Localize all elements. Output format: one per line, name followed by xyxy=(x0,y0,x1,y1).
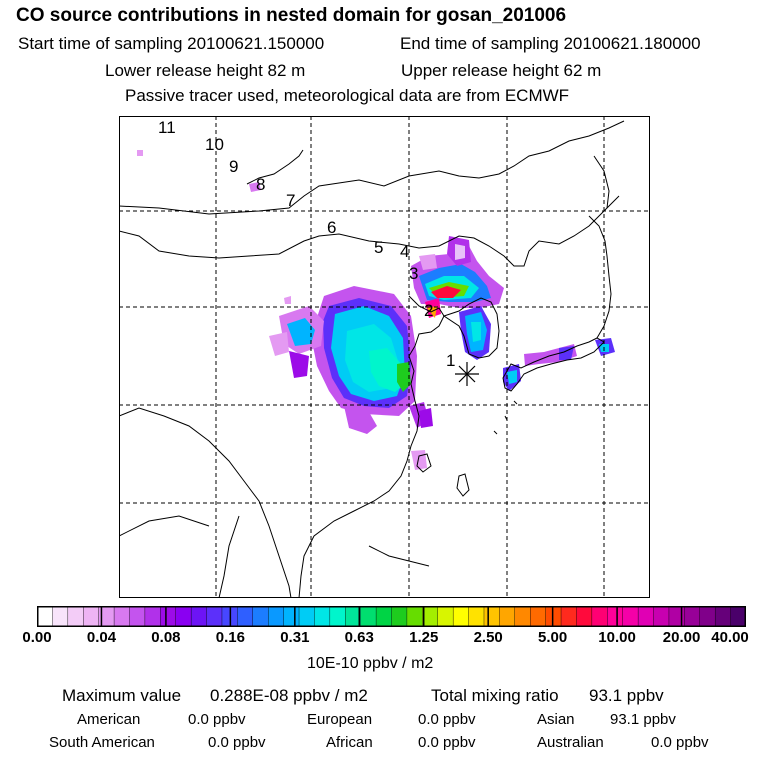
color-scale-cell xyxy=(591,606,608,627)
region-value-asian: 93.1 ppbv xyxy=(610,711,676,728)
color-scale-tick-label: 10.00 xyxy=(598,629,636,646)
coastlines xyxy=(119,120,625,598)
color-scale-cell xyxy=(607,606,624,627)
trajectory-label-8: 8 xyxy=(256,175,265,194)
color-scale-tick-label: 5.00 xyxy=(538,629,568,646)
color-scale-cell xyxy=(560,606,577,627)
color-scale-cell xyxy=(37,606,53,627)
color-scale-tick-label: 20.00 xyxy=(662,629,701,646)
region-name-south-american: South American xyxy=(49,734,155,751)
color-scale-cell xyxy=(113,606,130,627)
color-scale-cell xyxy=(83,606,100,627)
color-scale-cell xyxy=(375,606,392,627)
trajectory-label-4: 4 xyxy=(400,242,409,261)
region-name-african: African xyxy=(326,734,373,751)
trajectory-label-1: 1 xyxy=(446,351,455,370)
region-name-american: American xyxy=(77,711,141,728)
color-scale-bar xyxy=(37,606,746,627)
trajectory-label-5: 5 xyxy=(374,238,383,257)
color-scale-cell xyxy=(684,606,701,627)
start-time-label: Start time of sampling 20100621.150000 xyxy=(18,34,325,53)
color-scale-cell xyxy=(653,606,670,627)
color-scale-tick-label: 0.04 xyxy=(86,629,117,646)
color-scale-tick-label: 1.25 xyxy=(409,629,439,646)
region-name-asian: Asian xyxy=(537,711,575,728)
trajectory-label-2: 2 xyxy=(424,301,433,320)
region-value-european: 0.0 ppbv xyxy=(418,711,476,728)
color-scale-cell xyxy=(175,606,192,627)
color-scale-cell xyxy=(437,606,454,627)
color-scale-cell xyxy=(360,606,377,627)
color-scale-cell xyxy=(422,606,439,627)
trajectory-label-11: 11 xyxy=(158,118,176,137)
lower-release-label: Lower release height 82 m xyxy=(105,61,306,80)
color-scale-tick-label: 0.31 xyxy=(280,629,310,646)
color-scale-cell xyxy=(699,606,716,627)
color-scale-cell xyxy=(468,606,485,627)
region-value-american: 0.0 ppbv xyxy=(188,711,246,728)
color-scale-cell xyxy=(129,606,146,627)
color-scale-tick-label: 0.16 xyxy=(215,629,245,646)
total-mixing-ratio-label: Total mixing ratio xyxy=(431,686,559,705)
upper-release-label: Upper release height 62 m xyxy=(401,61,602,80)
color-scale-cell xyxy=(314,606,331,627)
trajectory-label-10: 10 xyxy=(205,135,224,154)
region-name-european: European xyxy=(307,711,373,728)
color-scale-cell xyxy=(530,606,547,627)
color-scale-cell xyxy=(452,606,470,627)
color-scale-cell xyxy=(406,606,423,627)
color-scale-cell xyxy=(622,606,639,627)
color-scale-cell xyxy=(160,606,177,627)
trajectory-label-6: 6 xyxy=(327,218,336,237)
color-scale-tick-label: 0.08 xyxy=(151,629,181,646)
color-scale-cell xyxy=(52,606,69,627)
source-contribution-map: 11 10 9 8 7 6 5 4 3 2 1 xyxy=(119,116,650,598)
color-scale-cell xyxy=(329,606,346,627)
region-value-australian: 0.0 ppbv xyxy=(651,734,709,751)
color-scale-tick-label: 0.63 xyxy=(344,629,374,646)
end-time-label: End time of sampling 20100621.180000 xyxy=(400,34,701,53)
max-value: 0.288E-08 ppbv / m2 xyxy=(210,686,368,705)
color-scale-cell xyxy=(298,606,315,627)
color-scale-cell xyxy=(499,606,516,627)
trajectory-label-9: 9 xyxy=(229,157,238,176)
concentration-field xyxy=(137,150,615,470)
color-scale-cell xyxy=(714,606,732,627)
color-scale-cell xyxy=(483,606,500,627)
color-scale-cell xyxy=(237,606,254,627)
color-scale-cell xyxy=(190,606,208,627)
lat-lon-grid xyxy=(119,116,650,598)
color-scale-cell xyxy=(206,606,223,627)
color-scale-tick-label: 2.50 xyxy=(473,629,503,646)
region-value-african: 0.0 ppbv xyxy=(418,734,476,751)
color-scale-cell xyxy=(637,606,655,627)
trajectory-label-3: 3 xyxy=(409,264,418,283)
color-scale-tick-label: 40.00 xyxy=(711,629,749,646)
color-scale-cell xyxy=(545,606,562,627)
color-scale-cell xyxy=(283,606,300,627)
max-value-label: Maximum value xyxy=(62,686,182,705)
color-scale-cell xyxy=(514,606,531,627)
region-value-south-american: 0.0 ppbv xyxy=(208,734,266,751)
color-scale-cell xyxy=(391,606,408,627)
color-scale-cell xyxy=(576,606,593,627)
color-scale-cell xyxy=(730,606,746,627)
color-scale-cell xyxy=(267,606,285,627)
trajectory-label-7: 7 xyxy=(286,191,295,210)
region-name-australian: Australian xyxy=(537,734,604,751)
total-mixing-ratio-value: 93.1 ppbv xyxy=(589,686,664,705)
color-scale-units: 10E-10 ppbv / m2 xyxy=(307,655,434,672)
color-scale-cell xyxy=(252,606,269,627)
plot-title: CO source contributions in nested domain… xyxy=(16,5,567,26)
color-scale-tick-label: 0.00 xyxy=(22,629,52,646)
color-scale-cell xyxy=(67,606,84,627)
receptor-asterisk-icon xyxy=(455,362,479,386)
color-scale-cell xyxy=(144,606,161,627)
tracer-note: Passive tracer used, meteorological data… xyxy=(125,86,570,105)
